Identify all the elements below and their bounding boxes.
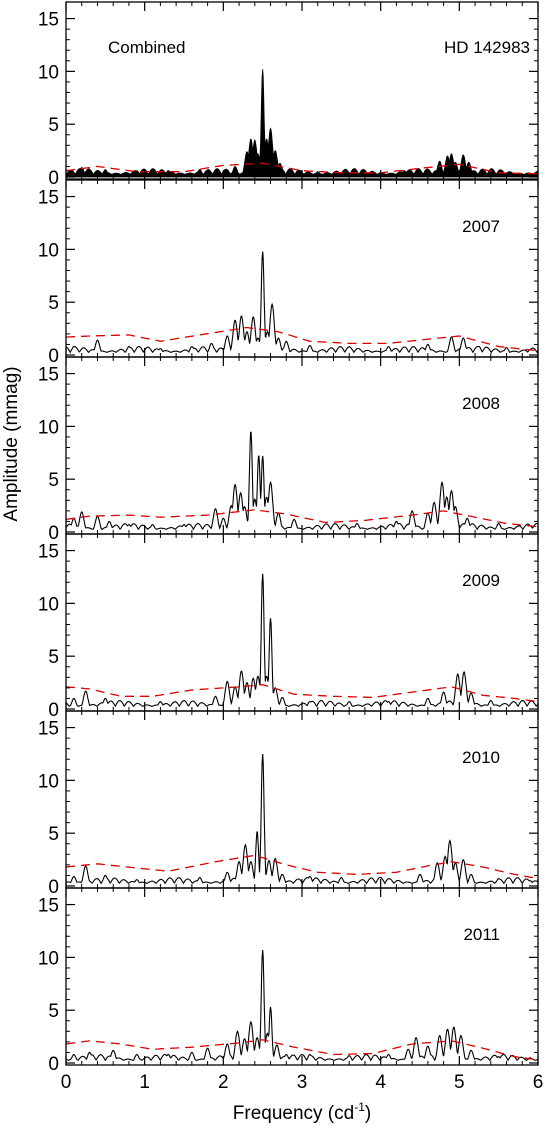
y-tick-label: 10 <box>38 594 59 615</box>
x-tick-label: 3 <box>297 1072 308 1093</box>
y-tick-label: 5 <box>48 824 59 845</box>
periodogram-line <box>65 251 539 354</box>
periodogram-line <box>65 573 539 708</box>
periodogram-line <box>65 431 539 531</box>
noise-threshold-line <box>65 684 539 703</box>
panel-0: 0 5 10 15 Combined HD 142983 <box>38 1 539 189</box>
x-axis-title-close: ) <box>365 1103 371 1124</box>
y-tick-label: 15 <box>38 896 59 917</box>
panel-frame <box>65 710 539 889</box>
x-tick-label: 1 <box>139 1072 150 1093</box>
star-label: HD 142983 <box>444 38 530 57</box>
y-tick-label: 10 <box>38 771 59 792</box>
panel-2: 0 5 10 15 2008 <box>38 356 539 544</box>
panel-5: 0 5 10 15 2011 <box>38 887 539 1075</box>
y-tick-label: 5 <box>48 115 59 136</box>
panel-frame <box>65 356 539 535</box>
noise-threshold-line <box>65 1039 539 1061</box>
y-tick-label: 10 <box>38 417 59 438</box>
y-tick-label: 0 <box>48 1054 59 1075</box>
x-tick-label: 4 <box>375 1072 386 1093</box>
panels-group: 0 5 10 15 Combined HD 142983 0 5 10 15 2007 0 5 10 15 2… <box>38 1 539 1075</box>
panel-frame <box>65 1 539 180</box>
y-tick-label: 5 <box>48 293 59 314</box>
x-axis-title-main: Frequency (cd <box>233 1103 354 1124</box>
panel-1: 0 5 10 15 2007 <box>38 179 539 367</box>
x-tick-label: 2 <box>218 1072 229 1093</box>
panel-3: 0 5 10 15 2009 <box>38 533 539 721</box>
periodogram-fill <box>65 69 539 178</box>
panel-year-label: 2010 <box>462 748 500 767</box>
y-tick-label: 0 <box>48 700 59 721</box>
y-axis-title: Amplitude (mmag) <box>1 366 22 521</box>
noise-threshold-line <box>65 509 539 528</box>
y-tick-label: 0 <box>48 346 59 367</box>
y-tick-label: 5 <box>48 470 59 491</box>
panel-year-label: 2007 <box>462 217 500 236</box>
x-axis-title-superscript: -1 <box>354 1100 365 1114</box>
y-tick-label: 5 <box>48 1001 59 1022</box>
y-tick-label: 10 <box>38 948 59 969</box>
y-tick-label: 0 <box>48 168 59 189</box>
panel-label: Combined <box>108 38 186 57</box>
noise-threshold-line <box>65 854 539 880</box>
y-tick-label: 15 <box>38 719 59 740</box>
y-tick-label: 0 <box>48 877 59 898</box>
x-axis-title: Frequency (cd-1) <box>233 1100 371 1124</box>
panel-frame <box>65 179 539 358</box>
panel-frame <box>65 887 539 1066</box>
x-tick-label: 6 <box>533 1072 544 1093</box>
panel-year-label: 2009 <box>462 571 500 590</box>
x-tick-label: 0 <box>61 1072 72 1093</box>
y-tick-label: 5 <box>48 647 59 668</box>
y-tick-label: 15 <box>38 365 59 386</box>
panel-year-label: 2008 <box>462 394 500 413</box>
y-tick-label: 0 <box>48 523 59 544</box>
noise-threshold-line <box>66 326 539 352</box>
y-tick-label: 10 <box>38 240 59 261</box>
panel-4: 0 5 10 15 2010 <box>38 710 539 898</box>
y-tick-label: 15 <box>38 188 59 209</box>
y-tick-label: 10 <box>38 62 59 83</box>
y-tick-label: 15 <box>38 542 59 563</box>
x-tick-label: 5 <box>454 1072 465 1093</box>
panel-year-label: 2011 <box>463 925 500 944</box>
panel-frame <box>65 533 539 712</box>
x-tick-labels: 0 1 2 3 4 5 6 <box>61 1072 544 1093</box>
y-tick-label: 15 <box>38 10 59 31</box>
